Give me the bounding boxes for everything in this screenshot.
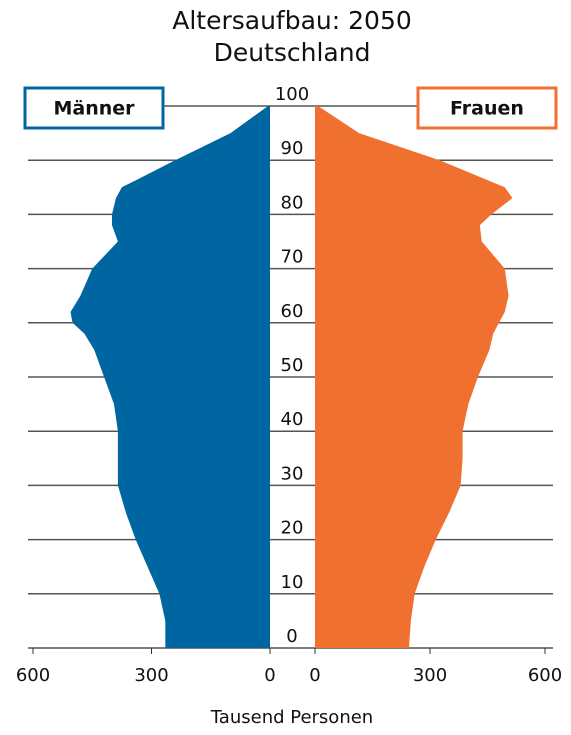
x-tick-label: 0 (264, 665, 275, 686)
y-tick-label: 100 (275, 84, 309, 105)
x-tick-label: 300 (413, 665, 447, 686)
y-tick-label: 20 (281, 518, 304, 539)
y-tick-label: 10 (281, 572, 304, 593)
pyramid-area (315, 106, 513, 648)
legend-box (416, 86, 558, 130)
y-tick-label: 50 (281, 355, 304, 376)
x-tick-label: 0 (309, 665, 320, 686)
y-tick-label: 80 (281, 192, 304, 213)
x-axis-title: Tausend Personen (210, 707, 373, 728)
y-tick-label: 70 (281, 247, 304, 268)
x-tick-label: 600 (528, 665, 562, 686)
legend-box (23, 86, 165, 130)
legend-label: Frauen (450, 98, 524, 120)
pyramid-area (70, 106, 271, 648)
y-tick-label: 60 (281, 301, 304, 322)
y-tick-label: 40 (281, 409, 304, 430)
x-tick-label: 300 (134, 665, 168, 686)
y-tick-label: 0 (286, 626, 297, 647)
legend-label: Männer (53, 98, 135, 120)
chart-title: Altersaufbau: 2050 (172, 6, 412, 35)
y-tick-label: 90 (281, 138, 304, 159)
chart-subtitle: Deutschland (214, 38, 371, 67)
y-tick-label: 30 (281, 463, 304, 484)
x-tick-label: 600 (16, 665, 50, 686)
